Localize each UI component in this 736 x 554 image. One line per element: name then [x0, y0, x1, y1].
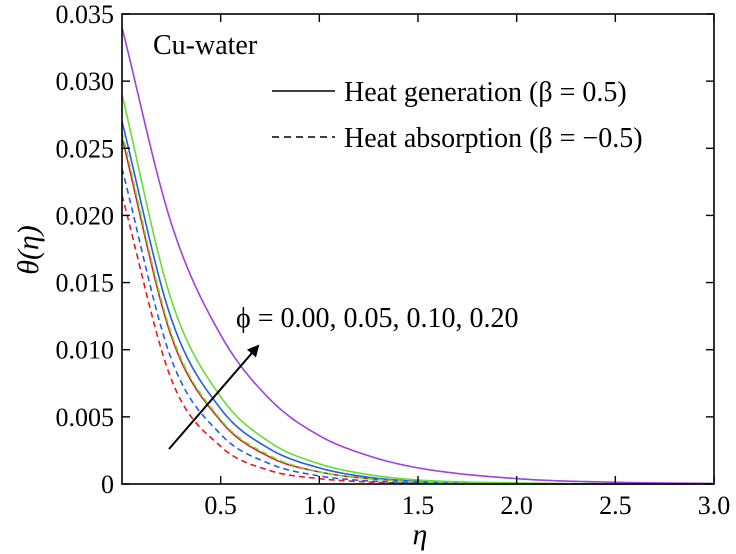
series-line-phi-020-heat-generation [121, 27, 715, 485]
x-tick-label: 2.0 [500, 491, 533, 520]
x-axis-title: η [413, 518, 428, 551]
phi-values-label: ϕ = 0.00, 0.05, 0.10, 0.20 [236, 303, 519, 334]
y-tick-label: 0.015 [56, 269, 115, 298]
legend-label-heat-absorption: Heat absorption (β = −0.5) [344, 123, 643, 154]
x-tick-label: 3.0 [698, 491, 731, 520]
y-tick-label: 0.020 [56, 201, 115, 230]
legend: Heat generation (β = 0.5) Heat absorptio… [272, 77, 643, 154]
legend-label-heat-generation: Heat generation (β = 0.5) [344, 77, 627, 108]
y-tick-label: 0 [101, 470, 114, 499]
series-line-phi-000-heat-absorption [121, 195, 714, 485]
y-tick-label: 0.010 [56, 336, 115, 365]
y-tick-label: 0.030 [56, 67, 115, 96]
y-tick-label: 0.005 [56, 403, 115, 432]
series-layer [121, 27, 715, 485]
y-tick-label: 0.025 [56, 134, 115, 163]
plot-frame [121, 13, 715, 485]
chart-annotation-label: Cu-water [153, 30, 258, 61]
x-tick-label: 1.0 [303, 491, 336, 520]
tick-labels: 0.5 1.0 1.5 2.0 2.5 3.0 0 0.005 0.010 0.015 0.020 0… [56, 0, 731, 520]
x-tick-label: 0.5 [204, 491, 237, 520]
x-tick-label: 1.5 [402, 491, 435, 520]
x-tick-label: 2.5 [599, 491, 632, 520]
y-axis-title: θ(η) [12, 225, 45, 275]
phi-increase-arrow [168, 344, 260, 450]
y-tick-label: 0.035 [56, 0, 115, 29]
